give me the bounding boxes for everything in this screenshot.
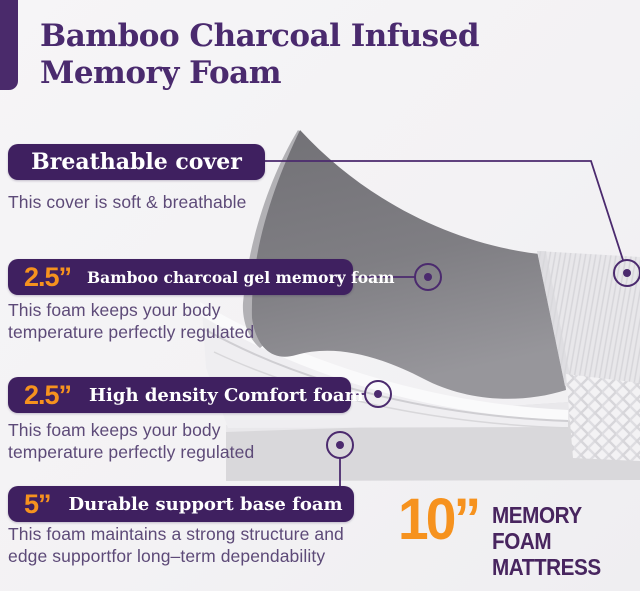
desc-memory-foam-line1: This foam keeps your body [8,300,221,320]
page-title-line1: Bamboo Charcoal Infused [40,18,480,54]
bamboo-charcoal-gel-memory-foam-layer [242,130,566,399]
breathable-fabric-cover [537,251,640,391]
badge-comfort-foam-label: High density Comfort foam [89,384,364,406]
badge-base-foam: 5” Durable support base foam [8,486,354,522]
desc-breathable-cover-line1: This cover is soft & breathable [8,192,247,212]
marker-breathable-cover [613,259,640,287]
mattress-side-band [566,374,640,461]
badge-base-foam-label: Durable support base foam [68,493,343,515]
badge-base-foam-size: 5” [24,488,52,519]
badge-breathable-cover-label: Breathable cover [31,149,242,175]
desc-memory-foam: This foam keeps your body temperature pe… [8,300,254,343]
badge-memory-foam-size: 2.5” [24,261,72,292]
desc-base-foam: This foam maintains a strong structure a… [8,524,344,567]
page-title: Bamboo Charcoal Infused Memory Foam [40,18,560,92]
desc-comfort-foam: This foam keeps your body temperature pe… [8,420,254,463]
desc-base-foam-line1: This foam maintains a strong structure a… [8,524,344,544]
mattress-type-line1: MEMORY FOAM [492,502,582,554]
desc-comfort-foam-line1: This foam keeps your body [8,420,221,440]
mattress-type-line2: MATTRESS [492,554,601,580]
connector-breathable-cover [264,160,624,261]
mattress-type-label: MEMORY FOAM MATTRESS [492,502,625,580]
badge-memory-foam-label: Bamboo charcoal gel memory foam [87,267,395,287]
desc-comfort-foam-line2: temperature perfectly regulated [8,441,255,462]
badge-memory-foam: 2.5” Bamboo charcoal gel memory foam [8,259,395,295]
page-title-line2: Memory Foam [40,55,282,91]
marker-memory-foam [414,263,442,291]
desc-memory-foam-line2: temperature perfectly regulated [8,321,255,342]
badge-comfort-foam-size: 2.5” [24,379,72,410]
desc-breathable-cover: This cover is soft & breathable [8,192,247,214]
marker-base-foam [326,431,354,459]
desc-base-foam-line2: edge supportfor long–term dependability [8,545,326,566]
mattress-total-height: 10” [398,487,481,552]
title-accent-bar [0,0,18,90]
badge-comfort-foam: 2.5” High density Comfort foam [8,377,364,413]
badge-breathable-cover: Breathable cover [8,144,265,180]
marker-comfort-foam [364,380,392,408]
